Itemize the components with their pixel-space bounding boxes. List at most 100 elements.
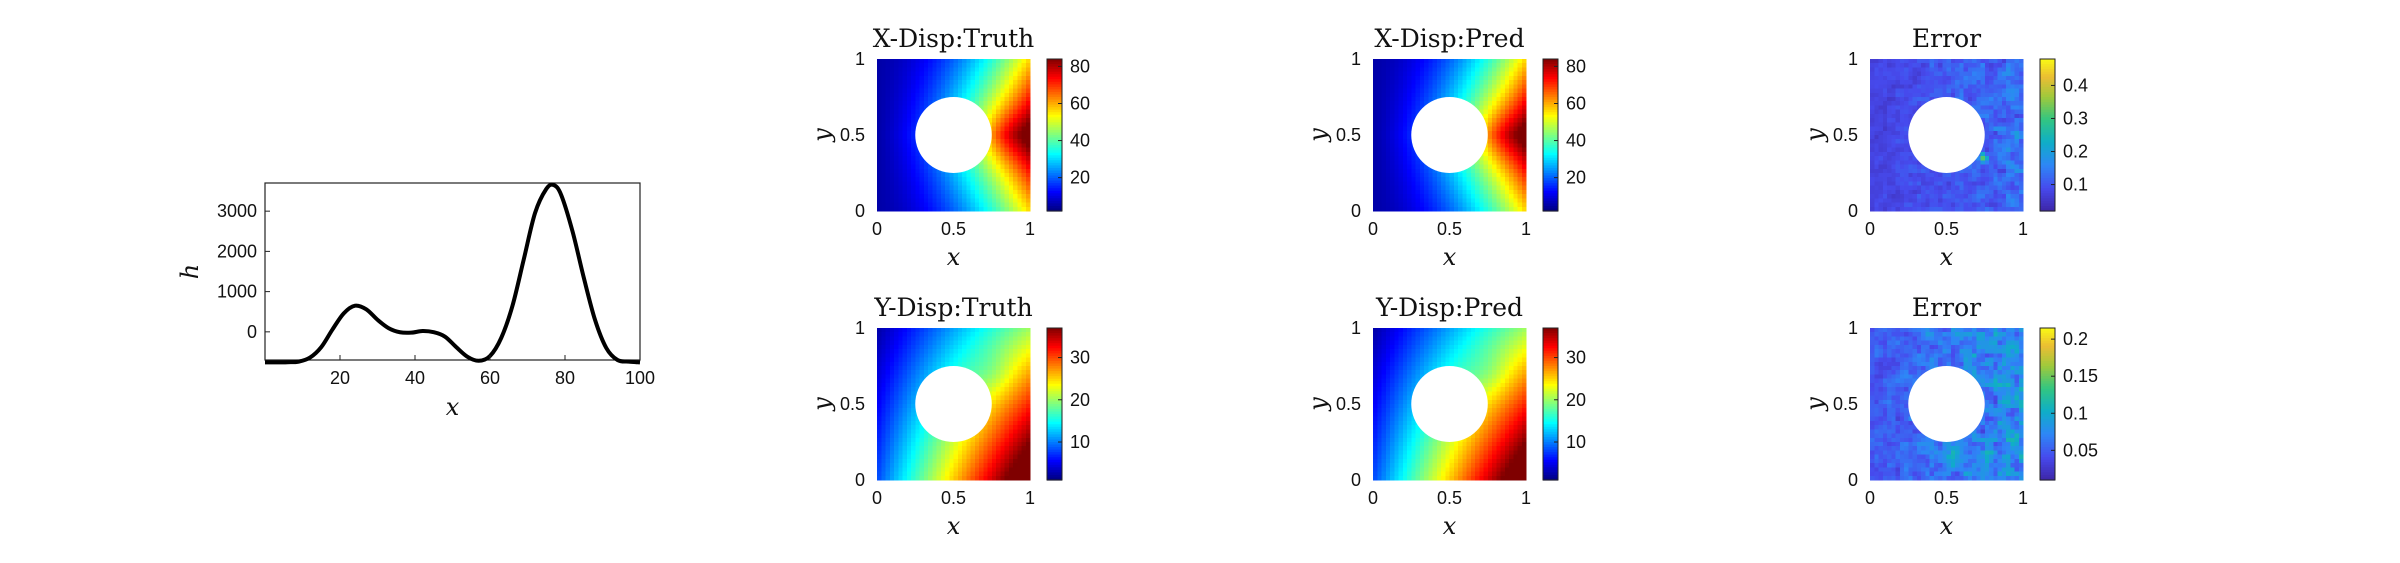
heatmap-cell — [1882, 143, 1888, 149]
heatmap-cell — [936, 458, 942, 464]
heatmap-cell — [957, 63, 963, 69]
heatmap-cell — [889, 344, 895, 350]
heatmap-cell — [911, 75, 916, 81]
heatmap-cell — [928, 75, 933, 81]
heatmap-cell — [2018, 75, 2024, 81]
heatmap-cell — [1428, 181, 1434, 187]
heatmap-cell — [1017, 59, 1023, 64]
heatmap-cell — [1980, 147, 1986, 153]
heatmap-cell — [1959, 189, 1965, 195]
heatmap-cell — [1483, 185, 1489, 191]
heatmap-cell — [2018, 173, 2024, 178]
heatmap-cell — [1390, 185, 1395, 191]
heatmap-cell — [1504, 198, 1510, 204]
heatmap-cell — [1989, 71, 1994, 77]
heatmap-cell — [953, 198, 959, 204]
heatmap-cell — [2010, 88, 2016, 94]
heatmap-cell — [906, 151, 912, 157]
heatmap-cell — [1891, 109, 1897, 115]
heatmap-cell — [877, 328, 882, 333]
heatmap-cell — [906, 475, 912, 481]
heatmap-cell — [991, 147, 997, 153]
heatmap-cell — [2010, 84, 2016, 90]
heatmap-cell — [1432, 202, 1438, 208]
heatmap-cell — [987, 160, 993, 166]
heatmap-cell — [885, 450, 891, 456]
heatmap-cell — [923, 173, 929, 178]
heatmap-cell — [1419, 67, 1425, 73]
heatmap-cell — [1513, 97, 1519, 102]
heatmap-cell — [1411, 198, 1417, 204]
heatmap-cell — [966, 328, 972, 333]
heatmap-cell — [906, 92, 912, 98]
heatmap-cell — [923, 101, 929, 107]
heatmap-cell — [902, 399, 908, 405]
heatmap-cell — [1891, 160, 1897, 166]
heatmap-cell — [1967, 185, 1973, 191]
heatmap-cell — [1466, 202, 1472, 208]
heatmap-cell — [1013, 92, 1018, 98]
heatmap-cell — [1432, 194, 1438, 199]
heatmap-cell — [902, 437, 908, 443]
heatmap-cell — [902, 160, 908, 166]
heatmap-cell — [881, 399, 887, 405]
heatmap-cell — [894, 378, 899, 384]
heatmap-cell — [962, 463, 967, 468]
heatmap-cell — [1882, 181, 1888, 187]
heatmap-cell — [1000, 181, 1006, 187]
heatmap-cell — [1997, 59, 2003, 64]
heatmap-cell — [1504, 139, 1510, 145]
heatmap-cell — [945, 361, 950, 367]
heatmap-cell — [996, 59, 1001, 64]
x-tick-label: 1 — [2018, 219, 2028, 239]
heatmap-cell — [1428, 185, 1434, 191]
heatmap-cell — [1483, 80, 1489, 85]
heatmap-cell — [953, 442, 959, 447]
colorbar-step — [1047, 132, 1062, 136]
heatmap-cell — [962, 442, 967, 447]
heatmap-cell — [1441, 198, 1446, 204]
heatmap-cell — [1955, 59, 1960, 64]
heatmap-cell — [1938, 80, 1943, 85]
heatmap-cell — [1959, 63, 1965, 69]
heatmap-cell — [1513, 147, 1519, 153]
heatmap-cell — [877, 450, 882, 456]
heatmap-cell — [1976, 156, 1982, 161]
heatmap-cell — [2006, 185, 2011, 191]
heatmap-cell — [915, 463, 921, 468]
heatmap-cell — [1008, 67, 1014, 73]
heatmap-cell — [1504, 67, 1510, 73]
heatmap-cell — [2006, 88, 2011, 94]
heatmap-cell — [945, 88, 950, 94]
heatmap-cell — [2001, 168, 2007, 174]
heatmap-cell — [1980, 71, 1986, 77]
heatmap-cell — [1933, 189, 1939, 195]
heatmap-cell — [1895, 118, 1901, 123]
heatmap-cell — [1381, 202, 1387, 208]
heatmap-cell — [1925, 63, 1931, 69]
heatmap-cell — [889, 328, 895, 333]
heatmap-cell — [1419, 88, 1425, 94]
heatmap-cell — [1025, 189, 1031, 195]
heatmap-cell — [1891, 198, 1897, 204]
heatmap-cell — [1963, 88, 1969, 94]
heatmap-cell — [1517, 101, 1523, 107]
heatmap-cell — [1946, 181, 1952, 187]
heatmap-cell — [966, 437, 972, 443]
heatmap-cell — [1470, 88, 1476, 94]
heatmap-cell — [1004, 173, 1010, 178]
heatmap-cell — [1381, 109, 1387, 115]
heatmap-cell — [1407, 198, 1412, 204]
heatmap-cell — [970, 349, 976, 354]
heatmap-cell — [894, 130, 899, 136]
heatmap-cell — [1912, 80, 1918, 85]
colorbar-step — [2040, 135, 2055, 139]
heatmap-cell — [1428, 177, 1434, 183]
heatmap-cell — [894, 92, 899, 98]
heatmap-cell — [1895, 181, 1901, 187]
heatmap-cell — [1933, 67, 1939, 73]
colorbar-step — [1047, 127, 1062, 131]
heatmap-cell — [1513, 130, 1519, 136]
heatmap-cell — [1377, 109, 1383, 115]
heatmap-cell — [2014, 143, 2020, 149]
